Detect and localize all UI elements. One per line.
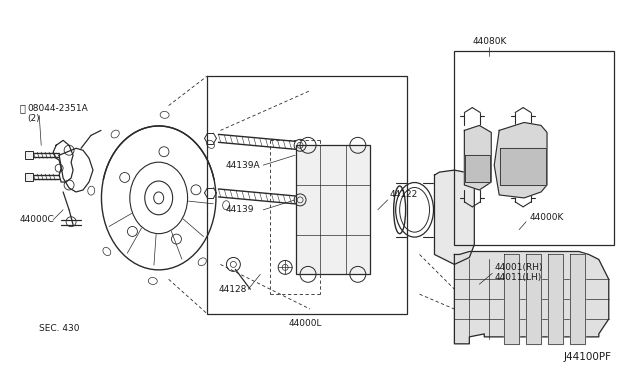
Polygon shape [465, 155, 490, 182]
Text: 44000C: 44000C [19, 215, 54, 224]
Text: SEC. 430: SEC. 430 [39, 324, 80, 333]
Text: 44000L: 44000L [288, 320, 322, 328]
Text: 44122: 44122 [390, 190, 418, 199]
Text: 44139: 44139 [225, 205, 254, 214]
Polygon shape [570, 254, 585, 344]
Text: 08044-2351A: 08044-2351A [28, 104, 88, 113]
Bar [26, 173, 33, 181]
Text: 44001(RH): 44001(RH) [494, 263, 543, 272]
Bar [207, 76, 406, 314]
Polygon shape [504, 254, 519, 344]
Polygon shape [454, 251, 609, 344]
Text: 44080K: 44080K [472, 36, 506, 46]
Polygon shape [494, 122, 547, 198]
Polygon shape [465, 125, 492, 190]
Text: (2): (2) [28, 114, 40, 123]
Polygon shape [435, 170, 474, 264]
Text: Ⓑ: Ⓑ [19, 103, 25, 113]
Bar [26, 151, 33, 159]
Polygon shape [548, 254, 563, 344]
Text: 44000K: 44000K [529, 213, 563, 222]
Polygon shape [500, 148, 546, 185]
Bar [454, 51, 614, 244]
Polygon shape [296, 145, 370, 274]
Text: 44128: 44128 [218, 285, 247, 294]
Text: J44100PF: J44100PF [564, 352, 612, 362]
Text: 44011(LH): 44011(LH) [494, 273, 541, 282]
Bar [296, 145, 370, 274]
Polygon shape [526, 254, 541, 344]
Text: 44139A: 44139A [225, 161, 260, 170]
